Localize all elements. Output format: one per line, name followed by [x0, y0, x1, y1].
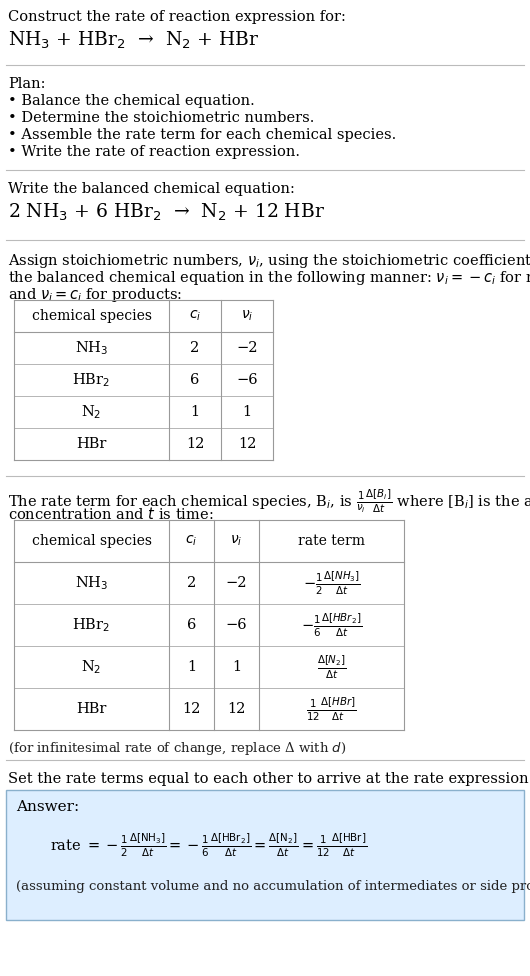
Text: Construct the rate of reaction expression for:: Construct the rate of reaction expressio… — [8, 10, 346, 24]
Text: NH$_3$ + HBr$_2$  →  N$_2$ + HBr: NH$_3$ + HBr$_2$ → N$_2$ + HBr — [8, 30, 259, 52]
Text: HBr$_2$: HBr$_2$ — [73, 616, 111, 633]
Text: −2: −2 — [226, 576, 248, 590]
Text: 1: 1 — [190, 405, 200, 419]
Text: Set the rate terms equal to each other to arrive at the rate expression:: Set the rate terms equal to each other t… — [8, 772, 530, 786]
Text: N$_2$: N$_2$ — [81, 658, 102, 675]
Text: NH$_3$: NH$_3$ — [75, 339, 108, 357]
Text: $\frac{\Delta[N_2]}{\Delta t}$: $\frac{\Delta[N_2]}{\Delta t}$ — [317, 653, 346, 680]
Text: Assign stoichiometric numbers, $\nu_i$, using the stoichiometric coefficients, $: Assign stoichiometric numbers, $\nu_i$, … — [8, 252, 530, 270]
Text: • Determine the stoichiometric numbers.: • Determine the stoichiometric numbers. — [8, 111, 314, 125]
Text: −2: −2 — [236, 341, 258, 355]
Text: rate term: rate term — [298, 534, 365, 548]
Text: 1: 1 — [242, 405, 252, 419]
Text: $\nu_i$: $\nu_i$ — [241, 308, 253, 323]
Text: $-\frac{1}{2}\frac{\Delta[NH_3]}{\Delta t}$: $-\frac{1}{2}\frac{\Delta[NH_3]}{\Delta … — [303, 569, 360, 596]
Text: N$_2$: N$_2$ — [81, 403, 102, 421]
Text: 6: 6 — [190, 373, 200, 387]
Text: concentration and $t$ is time:: concentration and $t$ is time: — [8, 506, 214, 522]
Text: 2: 2 — [190, 341, 200, 355]
Text: $-\frac{1}{6}\frac{\Delta[HBr_2]}{\Delta t}$: $-\frac{1}{6}\frac{\Delta[HBr_2]}{\Delta… — [301, 611, 362, 638]
Text: 2: 2 — [187, 576, 196, 590]
Text: −6: −6 — [236, 373, 258, 387]
Text: The rate term for each chemical species, B$_i$, is $\frac{1}{\nu_i}\frac{\Delta[: The rate term for each chemical species,… — [8, 488, 530, 515]
Text: 1: 1 — [187, 660, 196, 674]
Text: chemical species: chemical species — [31, 534, 152, 548]
Text: Write the balanced chemical equation:: Write the balanced chemical equation: — [8, 182, 295, 196]
Text: −6: −6 — [226, 618, 248, 632]
Text: $c_i$: $c_i$ — [189, 308, 201, 323]
Bar — [14, 300, 273, 460]
Text: HBr$_2$: HBr$_2$ — [73, 371, 111, 388]
Text: HBr: HBr — [76, 702, 107, 716]
Text: 12: 12 — [227, 702, 246, 716]
Text: (for infinitesimal rate of change, replace Δ with $d$): (for infinitesimal rate of change, repla… — [8, 740, 347, 757]
Text: $\frac{1}{12}\frac{\Delta[HBr]}{\Delta t}$: $\frac{1}{12}\frac{\Delta[HBr]}{\Delta t… — [306, 695, 357, 723]
Text: 12: 12 — [238, 437, 256, 451]
Text: HBr: HBr — [76, 437, 107, 451]
FancyBboxPatch shape — [6, 790, 524, 920]
Bar — [14, 520, 404, 730]
Text: 12: 12 — [182, 702, 201, 716]
Text: Answer:: Answer: — [16, 800, 80, 814]
Text: the balanced chemical equation in the following manner: $\nu_i = -c_i$ for react: the balanced chemical equation in the fo… — [8, 269, 530, 287]
Text: 12: 12 — [186, 437, 204, 451]
Text: NH$_3$: NH$_3$ — [75, 574, 108, 591]
Text: 1: 1 — [232, 660, 241, 674]
Text: and $\nu_i = c_i$ for products:: and $\nu_i = c_i$ for products: — [8, 286, 182, 304]
Text: (assuming constant volume and no accumulation of intermediates or side products): (assuming constant volume and no accumul… — [16, 880, 530, 893]
Text: $\nu_i$: $\nu_i$ — [231, 534, 243, 549]
Text: • Assemble the rate term for each chemical species.: • Assemble the rate term for each chemic… — [8, 128, 396, 142]
Text: Plan:: Plan: — [8, 77, 46, 91]
Text: 6: 6 — [187, 618, 196, 632]
Text: • Write the rate of reaction expression.: • Write the rate of reaction expression. — [8, 145, 300, 159]
Text: • Balance the chemical equation.: • Balance the chemical equation. — [8, 94, 255, 108]
Text: 2 NH$_3$ + 6 HBr$_2$  →  N$_2$ + 12 HBr: 2 NH$_3$ + 6 HBr$_2$ → N$_2$ + 12 HBr — [8, 202, 325, 224]
Text: chemical species: chemical species — [31, 309, 152, 323]
Text: $c_i$: $c_i$ — [186, 534, 198, 549]
Text: rate $= -\frac{1}{2}\frac{\Delta[\mathrm{NH}_3]}{\Delta t} = -\frac{1}{6}\frac{\: rate $= -\frac{1}{2}\frac{\Delta[\mathrm… — [50, 832, 367, 859]
